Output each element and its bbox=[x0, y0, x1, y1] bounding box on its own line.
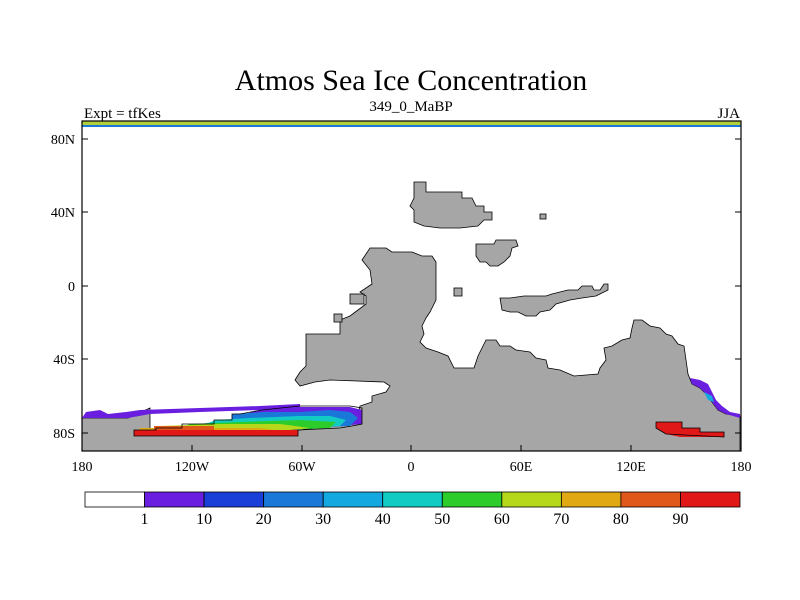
land-islet-1 bbox=[539, 213, 547, 220]
land-elongated-island bbox=[499, 283, 609, 317]
colorbar-label: 70 bbox=[553, 511, 569, 528]
land-northern-continent bbox=[409, 181, 493, 229]
colorbar-swatch bbox=[84, 491, 145, 508]
land-southern-continent bbox=[81, 247, 741, 452]
time-label: 349_0_MaBP bbox=[369, 99, 452, 115]
land-masses bbox=[81, 181, 741, 452]
x-tick-label: 60E bbox=[510, 460, 533, 475]
y-tick-label: 40N bbox=[51, 206, 75, 221]
land-islet-4 bbox=[349, 293, 365, 305]
ice-orange-strip bbox=[154, 426, 214, 430]
land-island-east-asia bbox=[475, 239, 519, 267]
colorbar-swatch bbox=[144, 491, 205, 508]
polar-band-line bbox=[82, 125, 741, 127]
colorbar-label: 50 bbox=[434, 511, 450, 528]
colorbar-swatch bbox=[620, 491, 681, 508]
colorbar-swatch bbox=[382, 491, 443, 508]
season-label: JJA bbox=[717, 106, 740, 122]
y-tick-label: 80S bbox=[53, 427, 75, 442]
ice-east-coast bbox=[690, 378, 740, 418]
colorbar-swatch bbox=[560, 491, 622, 508]
x-tick-label: 60W bbox=[288, 460, 316, 475]
colorbar-labels: 1 10 20 30 40 50 60 70 80 90 bbox=[141, 511, 689, 528]
land-islet-3 bbox=[333, 313, 343, 323]
x-tick-label: 120E bbox=[616, 460, 646, 475]
colorbar-label: 90 bbox=[672, 511, 688, 528]
colorbar-label: 10 bbox=[196, 511, 212, 528]
x-axis-labels: 180 120W 60W 0 60E 120E 180 bbox=[72, 460, 752, 475]
ice-fringe-west bbox=[82, 404, 300, 418]
land-islet-2 bbox=[453, 287, 463, 297]
ice-east-coast-blue bbox=[704, 392, 714, 402]
colorbar-swatch bbox=[203, 491, 265, 508]
colorbar-label: 20 bbox=[256, 511, 272, 528]
map-ticks bbox=[81, 138, 742, 451]
sea-ice-regions bbox=[82, 378, 740, 437]
plot-title: Atmos Sea Ice Concentration bbox=[235, 64, 587, 97]
colorbar-swatch bbox=[501, 491, 562, 508]
polar-band-top bbox=[82, 121, 741, 126]
colorbar-label: 60 bbox=[494, 511, 510, 528]
ice-east-outline bbox=[655, 421, 725, 438]
experiment-label: Expt = tfKes bbox=[84, 106, 161, 122]
ice-red-east bbox=[656, 422, 724, 437]
x-tick-label: 180 bbox=[731, 460, 752, 475]
colorbar-label: 30 bbox=[315, 511, 331, 528]
y-tick-label: 80N bbox=[51, 133, 75, 148]
x-tick-label: 120W bbox=[175, 460, 210, 475]
colorbar-label: 1 bbox=[141, 511, 149, 528]
map-panel bbox=[81, 120, 742, 452]
colorbar bbox=[84, 491, 741, 508]
colorbar-label: 80 bbox=[613, 511, 629, 528]
colorbar-swatch bbox=[263, 491, 324, 508]
y-axis-labels: 80N 40N 0 40S 80S bbox=[51, 133, 75, 442]
y-tick-label: 0 bbox=[68, 280, 75, 295]
colorbar-swatch bbox=[322, 491, 384, 508]
colorbar-label: 40 bbox=[375, 511, 391, 528]
x-tick-label: 180 bbox=[72, 460, 93, 475]
y-tick-label: 40S bbox=[53, 353, 75, 368]
colorbar-swatch bbox=[680, 491, 741, 508]
ice-tongue-outline bbox=[133, 405, 363, 437]
colorbar-swatch bbox=[441, 491, 503, 508]
ice-red-strip bbox=[134, 430, 298, 436]
x-tick-label: 0 bbox=[408, 460, 415, 475]
